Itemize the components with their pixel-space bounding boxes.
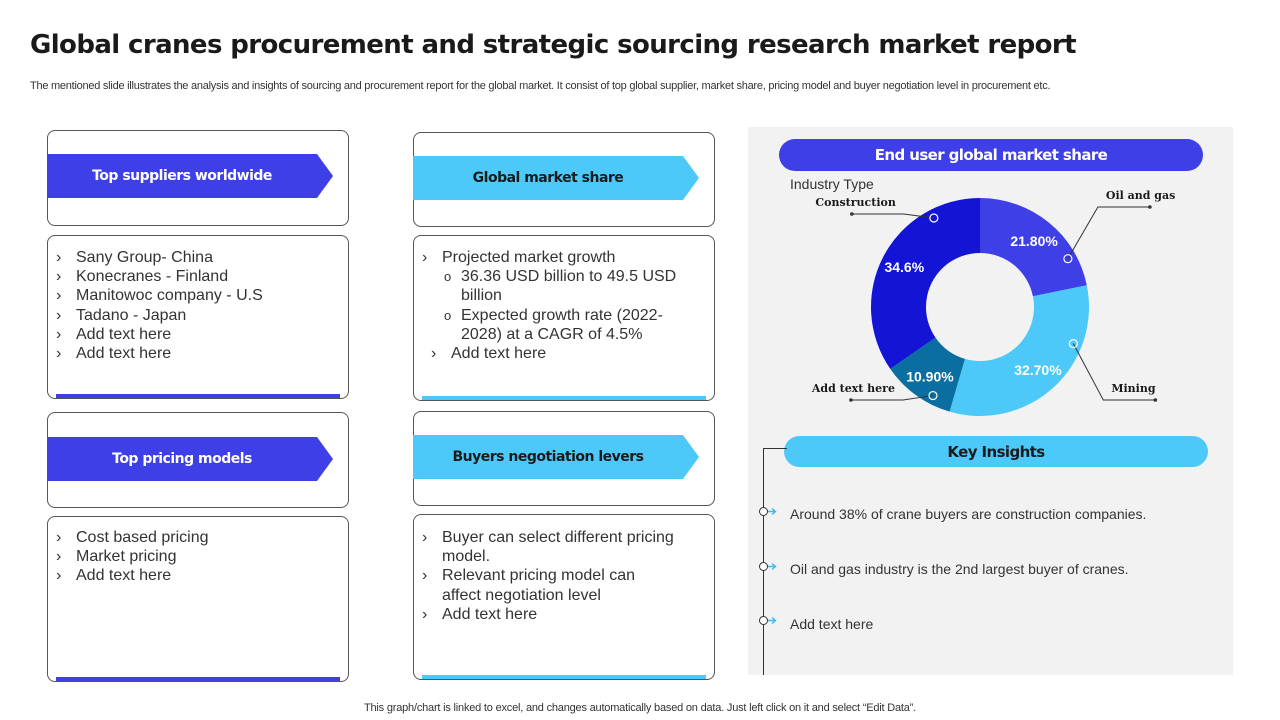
slice-value-label: 34.6% xyxy=(884,259,924,275)
list-item: Add text here xyxy=(48,344,346,363)
list-item: Buyer can select different pricing model… xyxy=(414,528,676,566)
insight-text: Oil and gas industry is the 2nd largest … xyxy=(790,561,1129,577)
leader-marker xyxy=(929,213,939,223)
footer-note: This graph/chart is linked to excel, and… xyxy=(364,702,916,714)
list-item: Relevant pricing model can affect negoti… xyxy=(414,566,676,604)
negotiation-list: Buyer can select different pricing model… xyxy=(414,528,676,624)
list-item: Tadano - Japan xyxy=(48,306,346,325)
negotiation-card-accent xyxy=(422,675,706,679)
leader-endpoint xyxy=(850,212,854,216)
arrow-right-icon xyxy=(768,562,777,571)
market-growth-label: Projected market growth xyxy=(442,249,616,266)
market-growth-sublist: 36.36 USD billion to 49.5 USD billion Ex… xyxy=(442,267,686,344)
list-item: Market pricing xyxy=(48,547,346,566)
timeline-dot xyxy=(759,507,768,516)
timeline-connector xyxy=(763,448,787,449)
key-insights-pill: Key Insights xyxy=(784,436,1208,467)
sub-list-item: Expected growth rate (2022-2028) at a CA… xyxy=(442,306,686,344)
category-label: Mining xyxy=(1111,382,1156,395)
market-share-list: Projected market growth 36.36 USD billio… xyxy=(414,248,686,363)
timeline-line xyxy=(763,448,764,675)
list-item: Add text here xyxy=(423,344,686,363)
pricing-card-accent xyxy=(56,677,340,681)
timeline-dot xyxy=(759,562,768,571)
donut-chart: 21.80% 32.70% 10.90% 34.6% Oil and gas Minin… xyxy=(811,190,1175,416)
negotiation-banner: Buyers negotiation levers xyxy=(413,435,699,479)
market-share-card-accent xyxy=(422,396,706,400)
leader-marker xyxy=(1068,339,1078,349)
insight-text: Around 38% of crane buyers are construct… xyxy=(790,506,1147,522)
list-item: Projected market growth 36.36 USD billio… xyxy=(414,248,686,344)
arrow-right-icon xyxy=(768,507,777,516)
donut-slice xyxy=(871,198,980,369)
leader-marker xyxy=(1063,254,1073,264)
leader-line xyxy=(1067,206,1150,259)
category-label: Oil and gas xyxy=(1106,190,1175,202)
insight-text: Add text here xyxy=(790,616,874,632)
chart-title-pill: End user global market share xyxy=(779,139,1203,171)
chart-title: Industry Type xyxy=(790,176,874,192)
leader-line xyxy=(1072,343,1156,401)
list-item: Cost based pricing xyxy=(48,528,346,547)
category-label: Add text here xyxy=(811,382,895,395)
arrow-right-icon xyxy=(768,616,777,625)
pricing-list: Cost based pricing Market pricing Add te… xyxy=(48,528,346,586)
list-item: Konecranes - Finland xyxy=(48,267,346,286)
category-label: Construction xyxy=(815,196,895,209)
leader-endpoint xyxy=(1153,398,1158,402)
timeline-dot xyxy=(759,616,768,625)
slice-value-label: 21.80% xyxy=(1010,233,1058,249)
suppliers-list: Sany Group- China Konecranes - Finland M… xyxy=(48,248,346,363)
market-share-banner: Global market share xyxy=(413,156,699,200)
donut-slice xyxy=(949,285,1089,416)
page-title: Global cranes procurement and strategic … xyxy=(30,30,1077,60)
list-item: Add text here xyxy=(48,566,346,585)
suppliers-card-accent xyxy=(56,394,340,398)
list-item: Add text here xyxy=(414,605,676,624)
pricing-banner: Top pricing models xyxy=(47,437,333,481)
donut-slice xyxy=(980,198,1087,297)
list-item: Add text here xyxy=(48,325,346,344)
page-subtitle: The mentioned slide illustrates the anal… xyxy=(30,80,1051,92)
list-item: Manitowoc company - U.S xyxy=(48,286,346,305)
slice-value-label: 10.90% xyxy=(906,368,954,384)
list-item: Sany Group- China xyxy=(48,248,346,267)
leader-line xyxy=(851,213,934,219)
suppliers-banner: Top suppliers worldwide xyxy=(47,154,333,198)
leader-line xyxy=(850,395,934,401)
slice-value-label: 32.70% xyxy=(1014,362,1062,378)
donut-slice xyxy=(890,337,965,412)
leader-endpoint xyxy=(1148,205,1152,209)
leader-marker xyxy=(928,390,938,401)
sub-list-item: 36.36 USD billion to 49.5 USD billion xyxy=(442,267,686,305)
leader-endpoint xyxy=(849,398,853,402)
